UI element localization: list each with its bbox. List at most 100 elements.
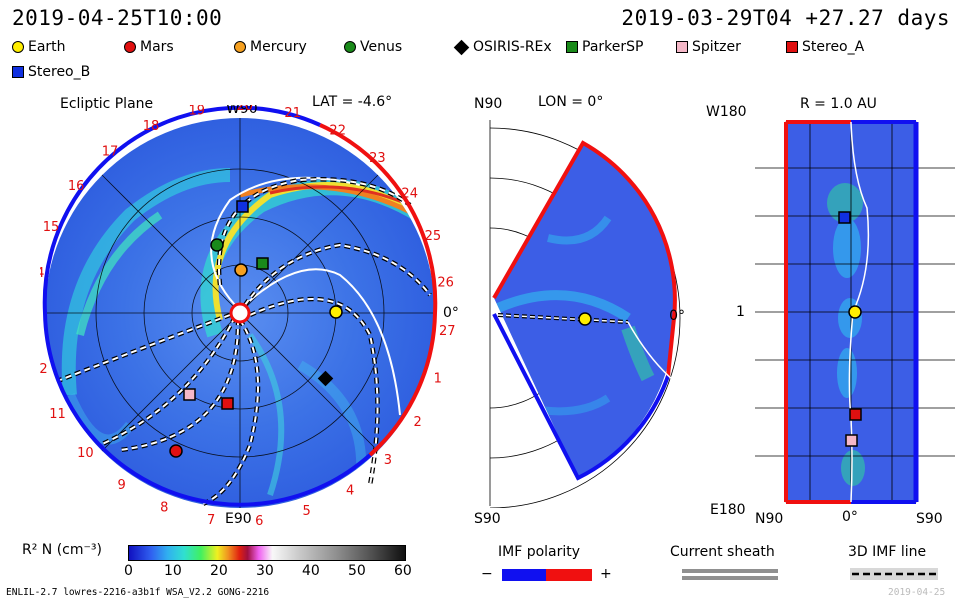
carrington-label: 2 [414, 415, 422, 430]
meridional-wedge [494, 143, 675, 478]
density-colorbar [128, 545, 406, 561]
carrington-label: 24 [401, 187, 418, 202]
map-mid-left-label: 1 [736, 304, 745, 320]
carrington-label: 25 [425, 229, 442, 244]
carrington-label: 20 [237, 105, 254, 114]
parkersp-marker-icon [566, 41, 578, 53]
legend-earth: Earth [12, 39, 66, 55]
meridional-plot: 0° [489, 120, 685, 508]
ecliptic-positive-boundary [319, 123, 438, 457]
carrington-label: 15 [43, 220, 60, 235]
carrington-label: 8 [160, 501, 168, 516]
legend-label: Earth [28, 39, 66, 55]
mercury-marker-icon [234, 263, 248, 277]
colorbar-tick: 30 [256, 563, 274, 579]
legend-osiris-rex: OSIRIS-REx [453, 39, 552, 55]
carrington-label: 19 [189, 105, 206, 119]
carrington-label: 18 [143, 119, 160, 134]
map-radius: R = 1.0 AU [800, 96, 877, 112]
earth-marker-icon [578, 312, 592, 326]
legend-label: Venus [360, 39, 403, 55]
ecliptic-title: Ecliptic Plane [60, 96, 154, 112]
valid-time: 2019-04-25T10:00 [12, 6, 223, 30]
footer-model-info: ENLIL-2.7 lowres-2216-a3b1f WSA_V2.2 GON… [6, 587, 270, 598]
colorbar-tick: 50 [348, 563, 366, 579]
legend-label: Mars [140, 39, 174, 55]
legend-stereo-b: Stereo_B [12, 64, 90, 80]
sun-icon [229, 302, 251, 324]
imf-positive-swatch [546, 569, 592, 581]
model-run-time: 2019-03-29T04 +27.27 days [621, 6, 950, 30]
meridional-right-label: 0° [669, 308, 685, 324]
ecliptic-latitude: LAT = -4.6° [312, 94, 393, 110]
radial-map-plot [755, 120, 955, 504]
spitzer-marker-icon [845, 434, 858, 447]
carrington-label: 11 [49, 407, 66, 422]
colorbar-tick: 10 [164, 563, 182, 579]
legend-label: Stereo_A [802, 39, 865, 55]
carrington-label: 21 [284, 106, 301, 121]
carrington-label: 12 [40, 362, 48, 377]
venus-marker-icon [344, 41, 356, 53]
legend-label: Spitzer [692, 39, 741, 55]
mars-marker-icon [124, 41, 136, 53]
osiris-rex-marker-icon [453, 39, 470, 55]
map-x-label-center: 0° [842, 509, 858, 525]
venus-marker-icon [210, 238, 224, 252]
stereo-b-marker-icon [236, 200, 249, 213]
current-sheath-title: Current sheath [670, 544, 775, 560]
imf-polarity-title: IMF polarity [498, 544, 581, 560]
imf-plus-label: + [600, 566, 612, 582]
earth-marker-icon [329, 305, 343, 319]
map-top-left-label: W180 [706, 104, 747, 120]
spitzer-marker-icon [183, 388, 196, 401]
carrington-label: 3 [384, 453, 392, 468]
stereo-b-marker-icon [12, 66, 24, 78]
carrington-label: 9 [118, 478, 126, 493]
mercury-marker-icon [234, 41, 246, 53]
ecliptic-right-label: 0° [443, 305, 459, 321]
stereo-b-marker-icon [838, 211, 851, 224]
colorbar-label: R² N (cm⁻³) [22, 542, 102, 558]
spitzer-marker-icon [676, 41, 688, 53]
earth-marker-icon [12, 41, 24, 53]
carrington-label: 5 [302, 504, 310, 519]
legend-label: ParkerSP [582, 39, 644, 55]
map-x-label-north: N90 [755, 511, 784, 527]
legend-parkersp: ParkerSP [566, 39, 643, 55]
carrington-label: 10 [77, 446, 94, 461]
legend-mercury: Mercury [234, 39, 307, 55]
colorbar-tick: 40 [302, 563, 320, 579]
stereo-a-marker-icon [221, 397, 234, 410]
carrington-label: 4 [346, 483, 354, 498]
ecliptic-bottom-label: E90 [225, 511, 252, 525]
carrington-label: 14 [40, 266, 44, 281]
map-x-label-south: S90 [916, 511, 943, 527]
imf-line-title: 3D IMF line [848, 544, 927, 560]
meridional-bottom-label: S90 [474, 511, 501, 527]
colorbar-tick: 0 [124, 563, 133, 579]
legend-mars: Mars [124, 39, 174, 55]
earth-marker-icon [848, 305, 862, 319]
current-sheath-line [682, 576, 778, 580]
stereo-a-marker-icon [849, 408, 862, 421]
colorbar-tick: 20 [210, 563, 228, 579]
parkersp-marker-icon [256, 257, 269, 270]
legend-spitzer: Spitzer [676, 39, 741, 55]
imf-line-swatch [850, 568, 938, 580]
colorbar-tick: 60 [394, 563, 412, 579]
legend-label: Mercury [250, 39, 307, 55]
carrington-label: 26 [437, 276, 454, 291]
carrington-label: 27 [439, 324, 456, 339]
carrington-label: 22 [329, 123, 346, 138]
carrington-label: 17 [102, 145, 119, 160]
footer-date: 2019-04-25 [888, 587, 946, 598]
legend-venus: Venus [344, 39, 402, 55]
carrington-label: 16 [68, 179, 85, 194]
meridional-top-label: N90 [474, 96, 503, 112]
legend-label: OSIRIS-REx [473, 39, 552, 55]
ecliptic-negative-boundary [42, 105, 372, 507]
imf-minus-label: − [481, 566, 493, 582]
ecliptic-plane-plot: W90 E90 0° 19 20 2122232425262712345678910… [40, 105, 459, 525]
legend-stereo-a: Stereo_A [786, 39, 864, 55]
